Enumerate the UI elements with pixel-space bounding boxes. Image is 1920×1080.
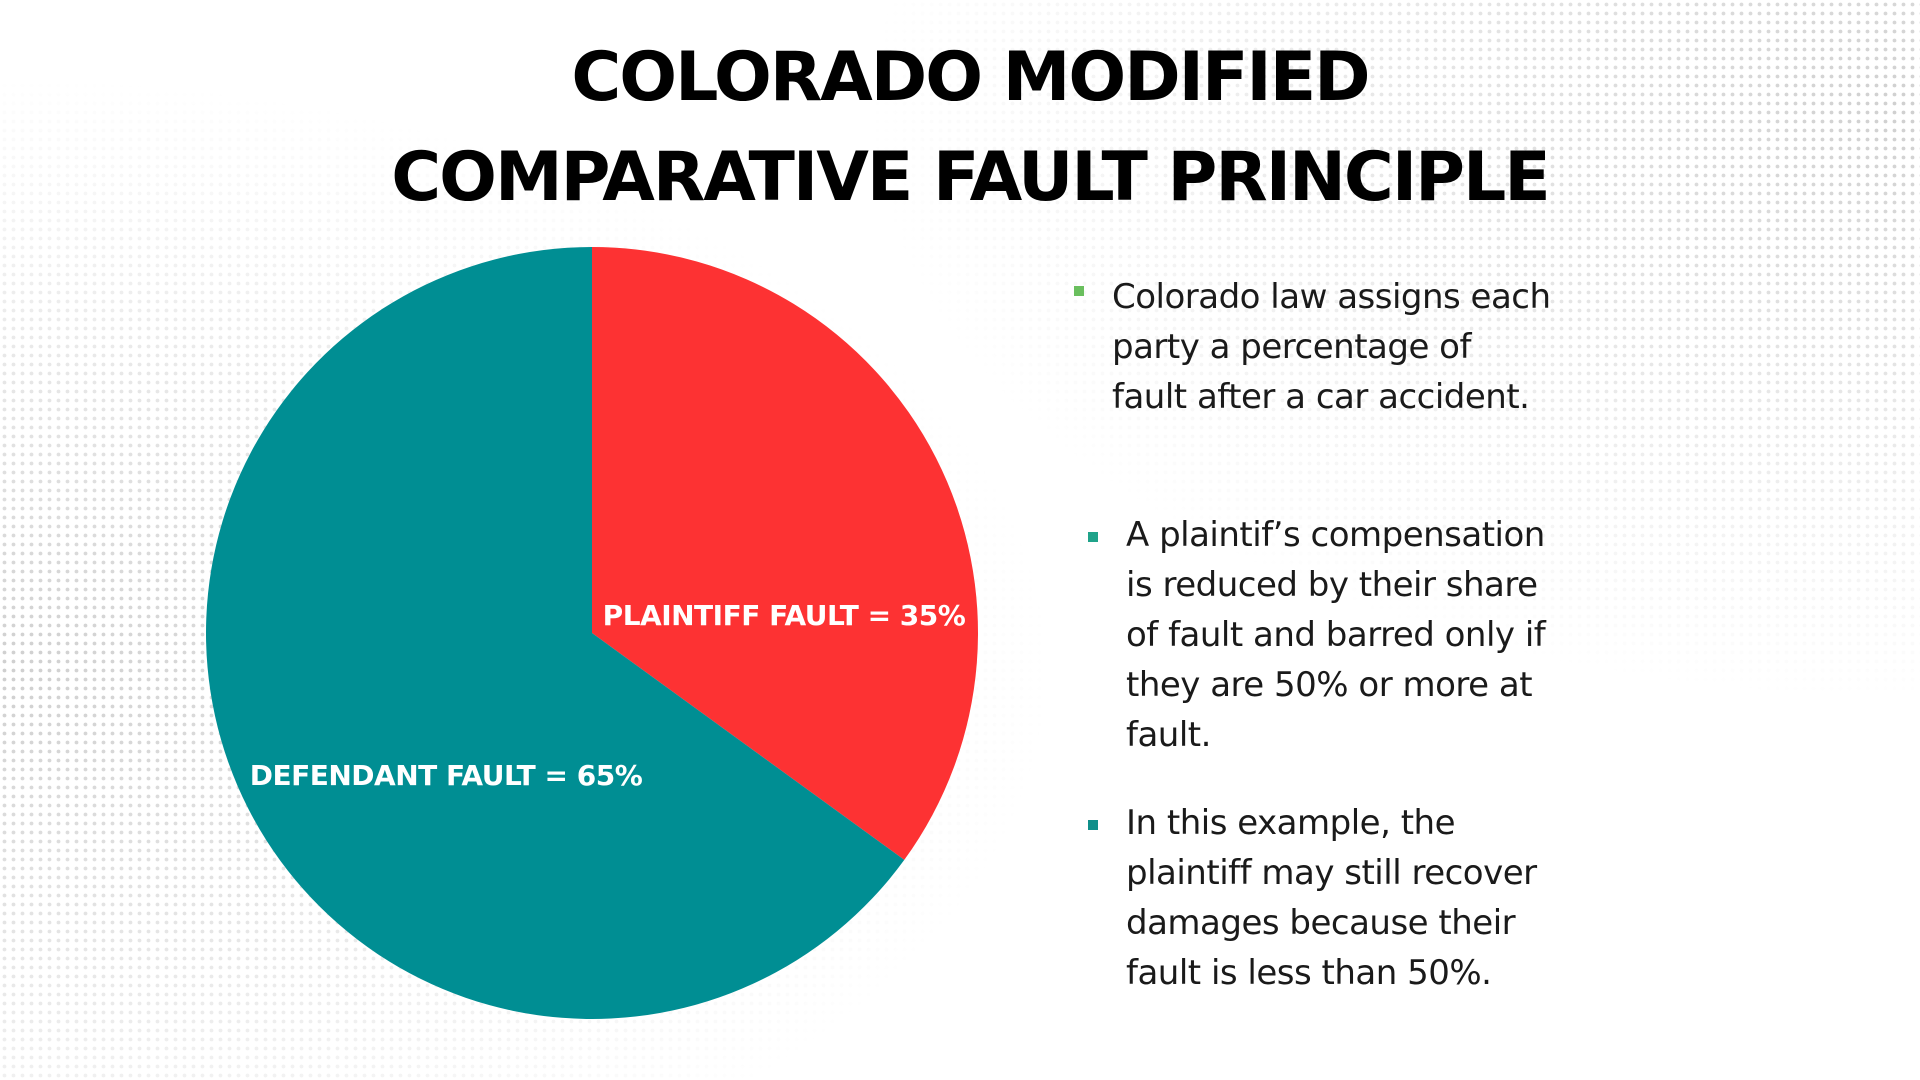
square-bullet-icon bbox=[1074, 286, 1084, 296]
bullet-text: A plaintif’s compensation is reduced by … bbox=[1126, 515, 1546, 755]
page-title: COLORADO MODIFIED COMPARATIVE FAULT PRIN… bbox=[0, 28, 1920, 228]
slice-label-plaintiff: PLAINTIFF FAULT = 35% bbox=[603, 599, 966, 632]
title-line-2: COMPARATIVE FAULT PRINCIPLE bbox=[391, 138, 1551, 217]
bullet-text: Colorado law assigns each party a percen… bbox=[1112, 277, 1551, 417]
pie-slice-plaintiff bbox=[592, 247, 978, 860]
bullet-text: In this example, the plaintiff may still… bbox=[1126, 803, 1537, 993]
pie-slice-defendant bbox=[205, 247, 905, 1020]
title-line-1: COLORADO MODIFIED bbox=[571, 38, 1370, 117]
square-bullet-icon bbox=[1088, 532, 1098, 542]
slice-label-defendant: DEFENDANT FAULT = 65% bbox=[250, 759, 643, 792]
square-bullet-icon bbox=[1088, 820, 1098, 830]
